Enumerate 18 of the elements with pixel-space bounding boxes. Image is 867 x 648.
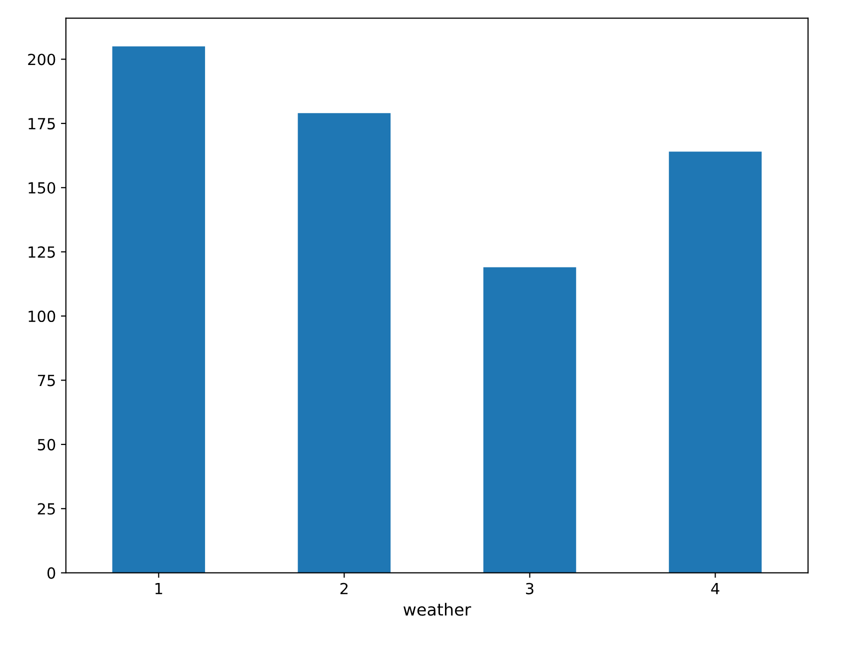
x-tick-label: 4 xyxy=(711,583,720,594)
x-tick-label: 1 xyxy=(155,583,162,594)
y-tick-label: 0 xyxy=(47,567,56,579)
y-tick-label: 75 xyxy=(38,374,55,386)
y-tick-label: 150 xyxy=(28,182,56,194)
y-tick-label: 175 xyxy=(28,118,55,130)
y-tick-label: 100 xyxy=(28,310,56,322)
bar xyxy=(112,46,206,573)
y-tick-label: 200 xyxy=(28,54,56,66)
y-tick-label: 50 xyxy=(38,438,56,450)
x-axis-title: weather xyxy=(404,602,472,616)
bar xyxy=(668,152,762,573)
x-tick-label: 2 xyxy=(340,582,348,594)
y-tick-label: 25 xyxy=(38,503,55,515)
bar xyxy=(483,267,576,573)
y-tick-label: 125 xyxy=(28,246,55,258)
bar xyxy=(298,113,391,573)
x-tick-label: 3 xyxy=(526,582,534,594)
